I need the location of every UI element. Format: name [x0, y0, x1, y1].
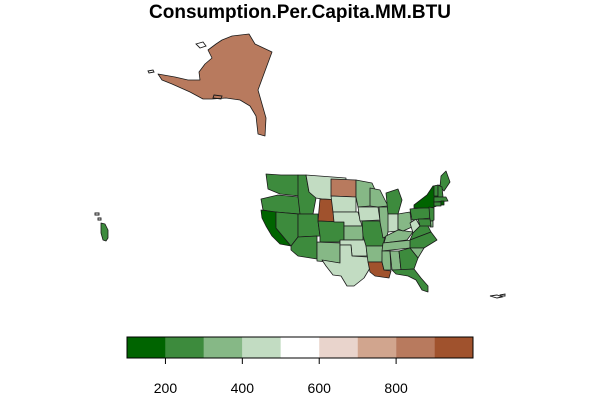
legend-frame	[126, 336, 474, 359]
island-outline-1	[195, 41, 207, 49]
state-new-jersey	[428, 206, 435, 223]
legend-swatch-1	[127, 337, 166, 358]
map-title: Consumption.Per.Capita.MM.BTU	[149, 2, 451, 23]
legend-swatch-4	[242, 337, 281, 358]
island-outline-7	[499, 293, 506, 297]
state-mississippi	[381, 250, 392, 271]
state-kansas	[343, 225, 364, 241]
state-north-carolina	[409, 231, 438, 249]
state-iowa	[357, 206, 381, 222]
island-outline-3	[147, 69, 155, 74]
state-alaska	[157, 33, 273, 137]
island-outline-6	[489, 294, 504, 299]
state-arkansas	[365, 245, 384, 263]
legend-swatch-8	[396, 337, 435, 358]
island-outline-4	[94, 212, 100, 216]
legend-tick-label-600: 600	[308, 380, 332, 396]
state-new-mexico	[316, 241, 341, 264]
state-washington	[265, 173, 300, 197]
state-michigan	[385, 188, 403, 215]
state-hawaii	[100, 222, 109, 242]
state-wisconsin	[369, 187, 389, 208]
state-arizona	[290, 235, 318, 260]
state-vermont	[433, 184, 439, 197]
state-maine	[439, 170, 451, 192]
state-layer	[94, 33, 506, 299]
legend-swatch-9	[434, 337, 473, 358]
state-indiana	[387, 213, 399, 233]
legend-swatch-2	[165, 337, 204, 358]
state-massachusetts	[433, 196, 449, 203]
island-outline-5	[97, 217, 102, 221]
state-new-hampshire	[437, 184, 444, 198]
state-north-dakota	[330, 178, 357, 198]
state-south-dakota	[330, 195, 357, 213]
state-virginia	[409, 223, 432, 241]
legend-swatch-5	[280, 337, 320, 358]
legend-swatch-7	[357, 337, 397, 358]
state-connecticut	[433, 201, 442, 207]
state-colorado	[317, 220, 345, 243]
state-georgia	[398, 247, 419, 271]
island-outline-2	[212, 94, 223, 100]
legend-swatch-6	[319, 337, 358, 358]
state-utah	[297, 213, 321, 238]
state-texas	[321, 244, 371, 287]
color-legend: 200 400 600 800	[126, 336, 474, 396]
legend-tick-label-200: 200	[154, 380, 178, 396]
state-kentucky	[383, 229, 414, 244]
legend-tick-label-400: 400	[231, 380, 255, 396]
legend-tick-label-800: 800	[384, 380, 408, 396]
state-rhode-island	[440, 200, 445, 206]
state-pennsylvania	[409, 206, 432, 221]
legend-swatch-3	[203, 337, 243, 358]
state-florida	[391, 268, 429, 293]
state-ohio	[397, 211, 413, 232]
state-maryland	[417, 218, 432, 227]
